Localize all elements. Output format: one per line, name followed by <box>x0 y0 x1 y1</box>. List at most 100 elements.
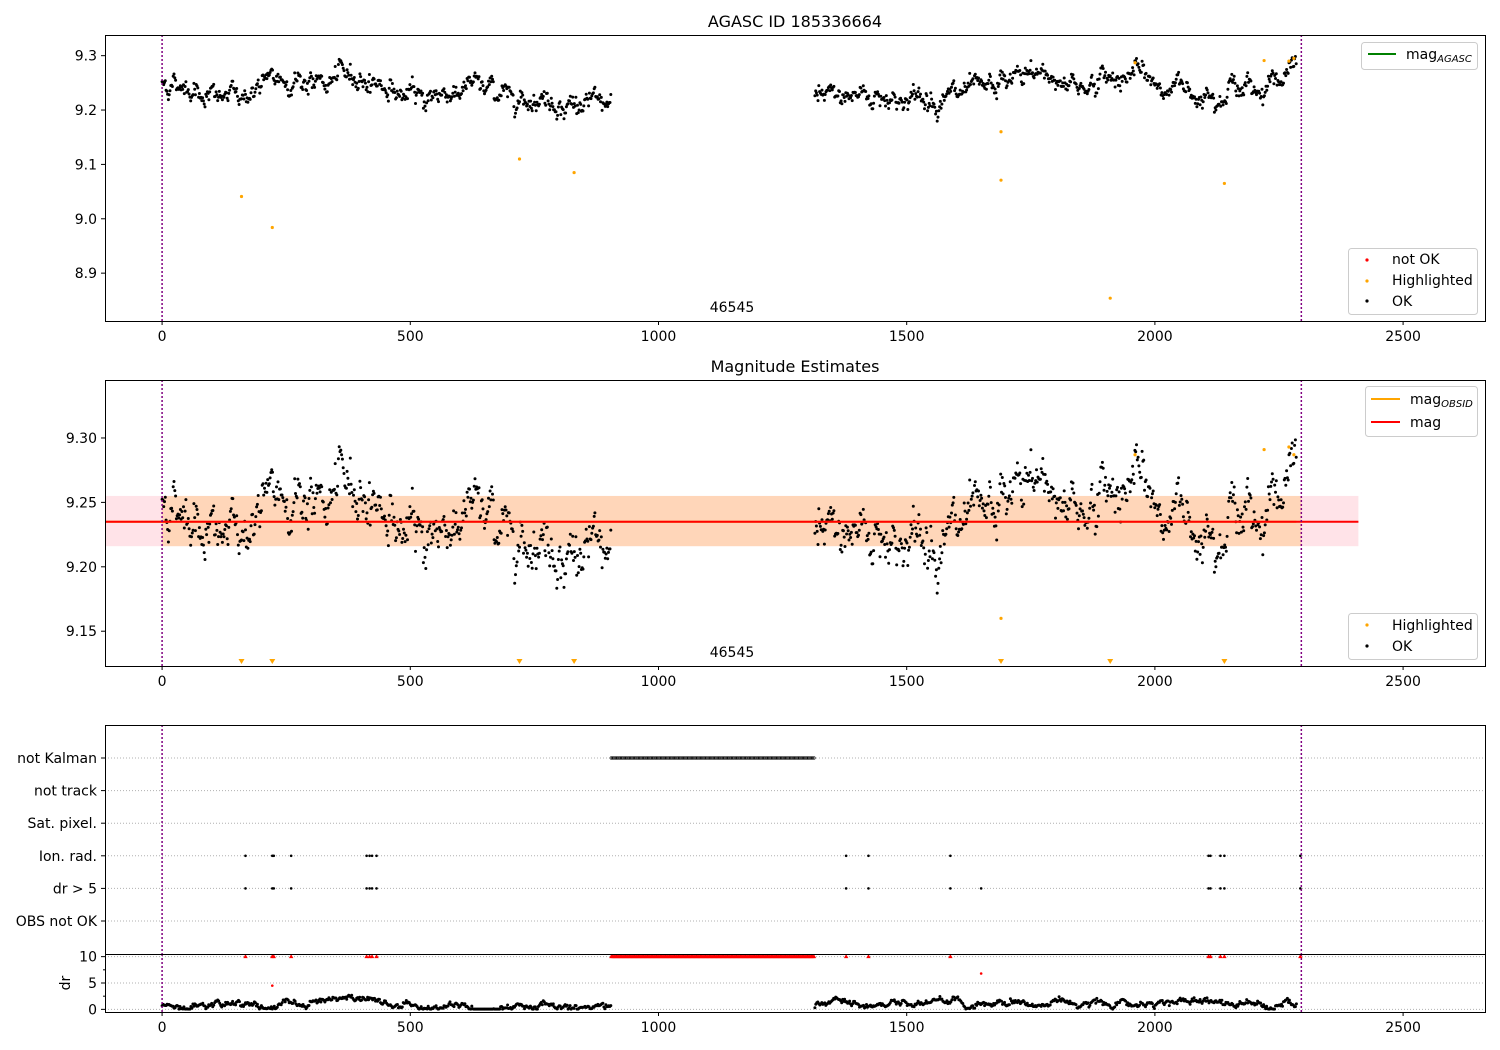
ok-point <box>202 551 206 555</box>
ok-point <box>253 90 257 94</box>
ok-point <box>816 99 820 103</box>
ok-point <box>1241 525 1245 529</box>
ok-point <box>1131 472 1135 476</box>
dr-point <box>463 1002 467 1006</box>
ok-point <box>1120 497 1124 501</box>
ok-point <box>1203 535 1207 539</box>
ok-point <box>1221 103 1225 107</box>
ok-point <box>938 99 942 103</box>
ok-point <box>1090 73 1094 77</box>
ok-point <box>251 512 255 516</box>
flag-row-label: not Kalman <box>17 751 97 767</box>
ok-point <box>355 502 359 505</box>
ok-point <box>993 515 997 519</box>
ok-point <box>526 108 530 112</box>
ok-point <box>1103 483 1107 487</box>
ok-point <box>1081 512 1085 516</box>
highlighted-point <box>1287 445 1291 449</box>
ok-point <box>878 104 882 108</box>
x-tick-label: 500 <box>397 1020 424 1036</box>
ok-point <box>163 500 166 504</box>
ok-point <box>224 91 228 95</box>
dr-point <box>558 1004 562 1008</box>
ok-point <box>415 91 419 95</box>
ok-point <box>1082 87 1086 91</box>
ok-point <box>883 99 887 103</box>
ok-point <box>502 89 506 92</box>
ok-point <box>994 91 998 95</box>
ok-point <box>1242 529 1246 533</box>
ok-point <box>1115 488 1119 492</box>
ok-point <box>1174 77 1178 81</box>
ok-point <box>249 91 253 95</box>
ok-point <box>506 533 510 537</box>
ok-point <box>942 98 946 102</box>
highlighted-point <box>1222 181 1226 186</box>
dr-point <box>373 996 376 1000</box>
ok-point <box>1173 507 1177 511</box>
ok-point <box>372 491 376 495</box>
ok-point <box>942 542 946 546</box>
dr-point <box>470 1004 474 1008</box>
flag-row-label: Ion. rad. <box>39 849 97 865</box>
ok-point <box>965 88 969 92</box>
ok-point <box>1096 514 1100 518</box>
ok-point <box>204 92 208 96</box>
ok-point <box>1265 88 1269 92</box>
ok-point <box>1077 527 1080 531</box>
ok-point <box>367 498 371 502</box>
ok-point <box>872 549 876 553</box>
ok-point <box>507 511 511 515</box>
ok-point <box>923 103 927 107</box>
ok-point <box>403 97 407 101</box>
ok-point <box>989 501 993 505</box>
ok-point <box>1209 536 1213 540</box>
ok-point <box>816 543 820 546</box>
ok-point <box>600 108 604 112</box>
dr-point <box>1030 1002 1034 1006</box>
ok-point <box>1106 78 1110 82</box>
ok-point <box>327 503 331 507</box>
ok-point <box>1140 59 1144 63</box>
ok-point <box>491 492 494 496</box>
ok-point <box>1035 67 1038 71</box>
ok-point <box>857 533 860 537</box>
ok-point <box>437 545 440 549</box>
ok-point <box>1031 476 1034 480</box>
ok-point <box>997 82 1001 86</box>
ok-point <box>285 80 289 84</box>
flag-point <box>289 854 293 858</box>
ok-point <box>1177 503 1181 507</box>
ok-point <box>1235 531 1239 535</box>
dr-point <box>603 1007 607 1011</box>
dr-point <box>400 1005 404 1009</box>
ok-point <box>872 532 876 536</box>
dr-point <box>314 998 318 1002</box>
ok-point <box>1201 545 1205 549</box>
ok-point <box>529 99 533 103</box>
ok-point <box>840 550 844 554</box>
ok-point <box>307 497 311 500</box>
ok-point <box>840 102 844 106</box>
ok-point <box>215 528 219 532</box>
ok-point <box>444 535 448 538</box>
ok-point <box>215 93 219 97</box>
ok-point <box>1132 73 1136 77</box>
ok-point <box>961 522 965 526</box>
ok-point <box>207 540 211 544</box>
legend-marker-highlighted <box>1365 279 1369 283</box>
ok-point <box>866 97 870 100</box>
ok-point <box>423 555 427 559</box>
ok-point <box>453 522 457 526</box>
ok-point <box>321 500 325 504</box>
dr-point <box>506 1003 510 1007</box>
ok-point <box>246 546 250 550</box>
ok-point <box>311 491 315 495</box>
ok-point <box>521 93 525 97</box>
ok-point <box>306 527 310 531</box>
ok-point <box>930 97 934 101</box>
ok-point <box>342 69 346 73</box>
ok-point <box>470 83 474 87</box>
y-tick-label: 9.25 <box>66 495 97 511</box>
ok-point <box>206 525 210 529</box>
